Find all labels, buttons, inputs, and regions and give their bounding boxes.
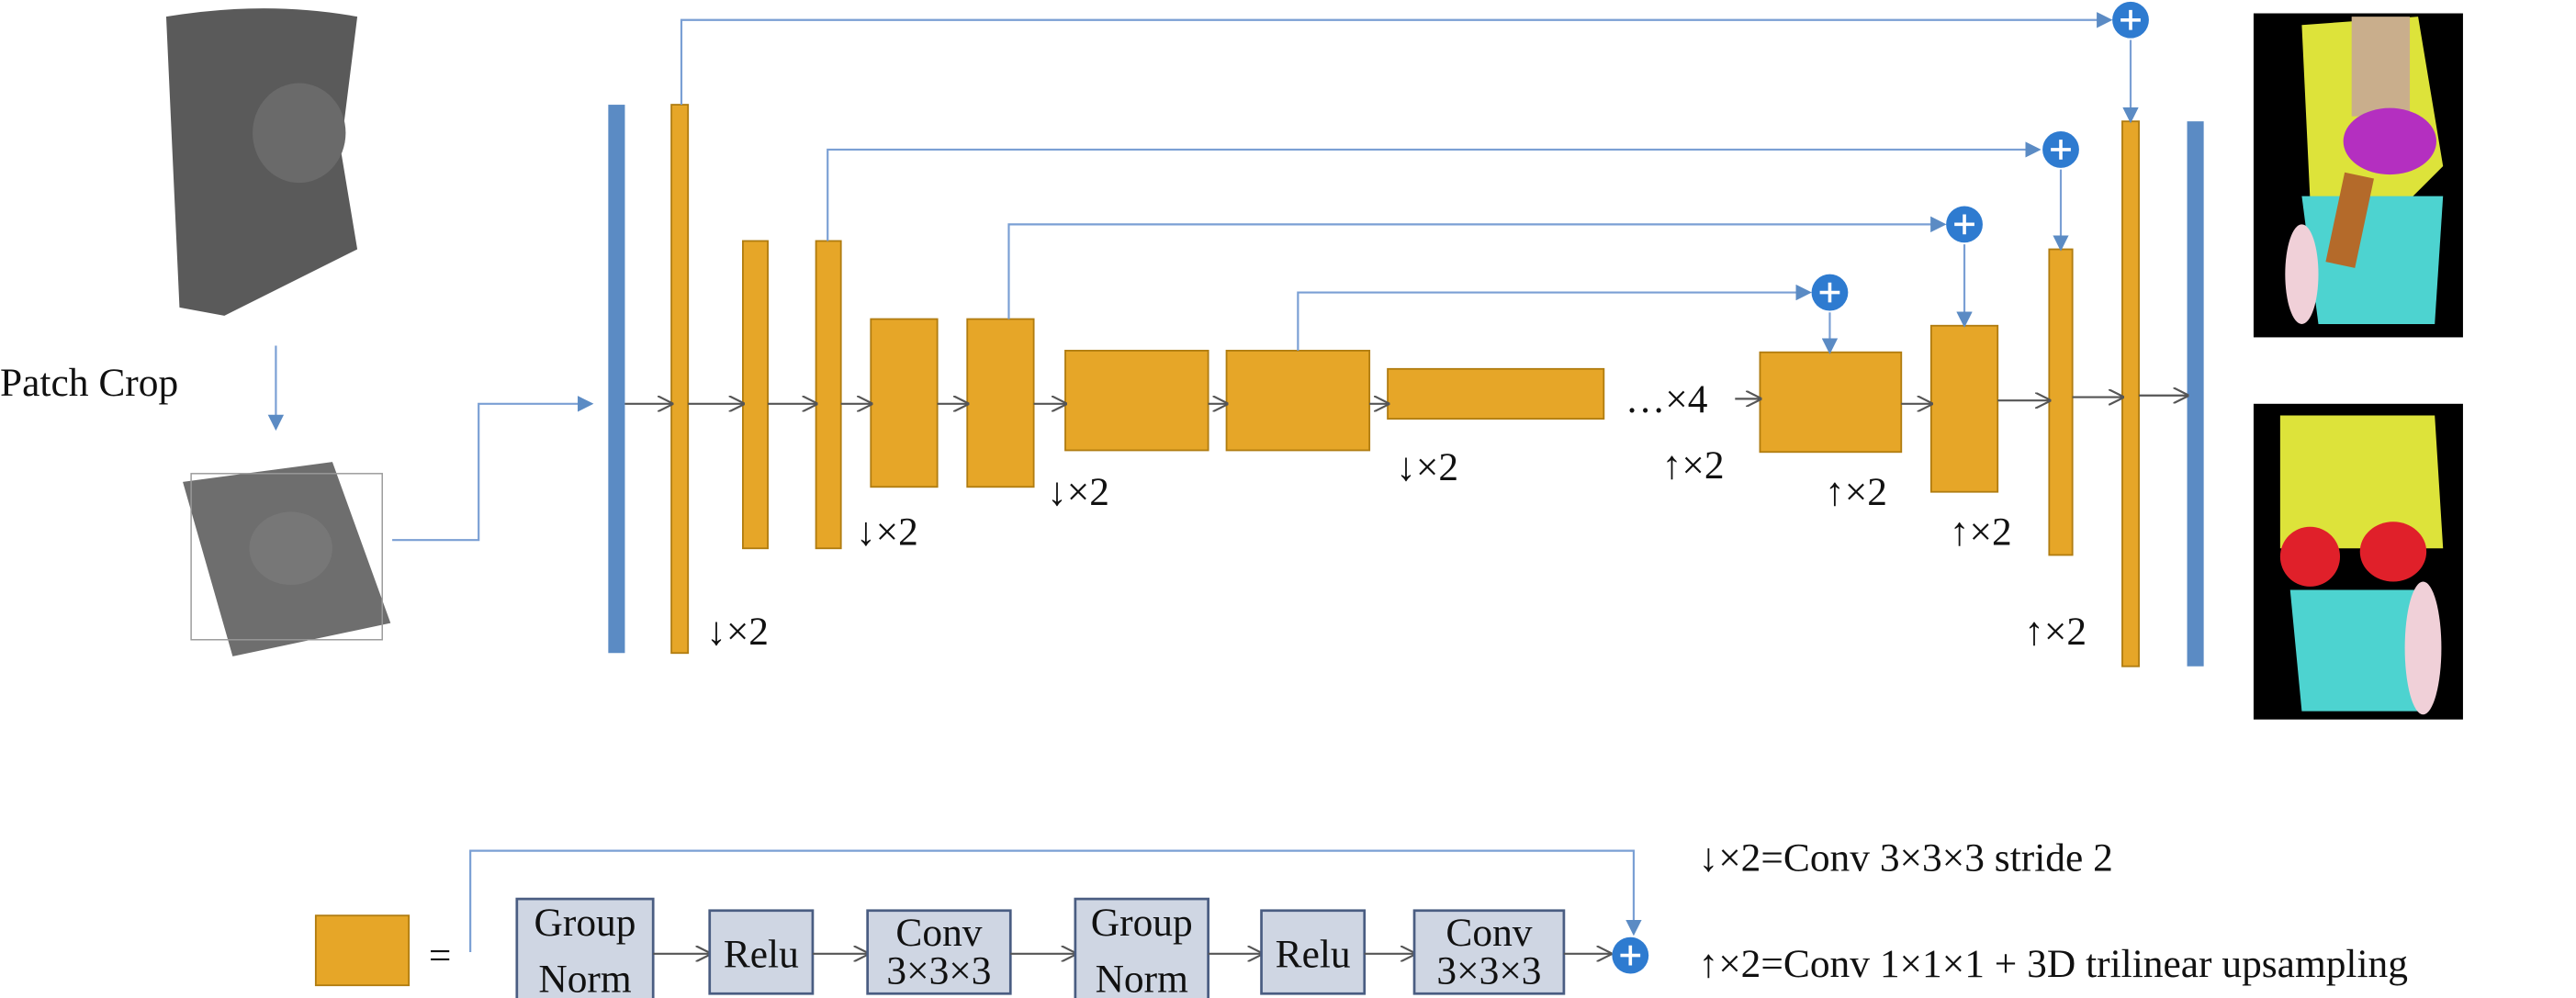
block [870, 318, 939, 488]
block [1929, 324, 1999, 493]
block [742, 240, 769, 550]
block [1387, 367, 1605, 420]
block [2048, 248, 2074, 556]
input-label: Patch Crop [0, 361, 178, 405]
step-label: 3×3×3 [1436, 948, 1541, 992]
output-segmentation [2253, 13, 2463, 720]
step-label: Relu [724, 932, 799, 976]
step-label: 3×3×3 [886, 948, 991, 992]
step-label: Norm [538, 957, 632, 998]
step-label: Conv [1445, 911, 1532, 955]
down-label: ↓×2 [1047, 470, 1109, 514]
sum-node [1811, 1, 2149, 311]
repeat-label: …×4 [1625, 377, 1708, 421]
definition: ↑×2=Conv 1×1×1 + 3D trilinear upsampling [1698, 942, 2408, 986]
patch-volume [183, 462, 391, 656]
definition: ↓×2=Conv 3×3×3 stride 2 [1698, 835, 2112, 880]
arrow [392, 396, 594, 542]
output-layer [2187, 121, 2204, 667]
step-label: Group [534, 901, 636, 945]
block [670, 104, 690, 655]
block [966, 318, 1035, 488]
block-steps: Group Norm Relu Conv 3×3×3 Group Norm Re… [515, 897, 1649, 998]
input-volume [165, 8, 358, 316]
residual [469, 849, 1642, 952]
block [1064, 349, 1209, 452]
block-swatch [314, 914, 411, 987]
network [608, 1, 2204, 667]
block [1759, 351, 1903, 454]
step-label: Norm [1096, 957, 1189, 998]
input-layer [608, 105, 625, 654]
up-label: ↑×2 [1825, 470, 1887, 514]
step-label: Group [1091, 901, 1193, 945]
down-label: ↓×2 [856, 510, 918, 555]
block [815, 240, 842, 550]
block [1225, 349, 1371, 452]
step-label: Conv [895, 911, 982, 955]
down-label: ↓×2 [706, 610, 769, 654]
up-label: ↑×2 [1950, 510, 2012, 555]
step-label: Relu [1276, 932, 1351, 976]
down-label: ↓×2 [1396, 445, 1458, 489]
up-label: ↑×2 [2024, 610, 2087, 654]
block [2121, 120, 2140, 667]
up-label: ↑×2 [1662, 443, 1725, 488]
equals: = [429, 934, 452, 978]
